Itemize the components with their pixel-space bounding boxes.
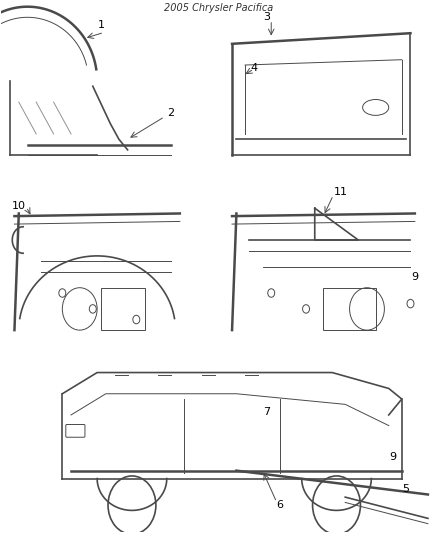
Text: 3: 3 [263, 12, 270, 22]
Text: 10: 10 [12, 200, 26, 211]
Text: 2005 Chrysler Pacifica: 2005 Chrysler Pacifica [164, 3, 274, 13]
Text: 9: 9 [411, 272, 418, 282]
Text: 7: 7 [263, 407, 270, 417]
Text: 11: 11 [334, 187, 348, 197]
Text: 5: 5 [403, 484, 410, 494]
Text: 6: 6 [276, 500, 283, 510]
Text: 1: 1 [98, 20, 105, 30]
Text: 4: 4 [250, 63, 258, 72]
Text: 9: 9 [389, 453, 397, 463]
Text: 2: 2 [168, 108, 175, 118]
